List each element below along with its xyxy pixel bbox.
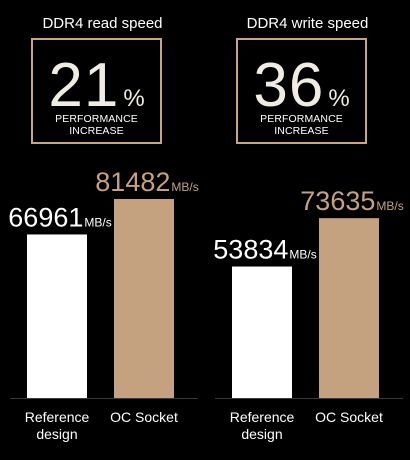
performance-label: PERFORMANCE INCREASE	[260, 113, 343, 137]
performance-unit: %	[328, 85, 350, 112]
chart-title: DDR4 write speed	[246, 15, 369, 32]
category-label: Reference design	[25, 409, 90, 442]
read-speed-panel: DDR4 read speed 21% PERFORMANCE INCREASE…	[8, 15, 198, 442]
performance-unit: %	[123, 85, 145, 112]
data-label: 81482MB/s	[95, 167, 198, 197]
performance-value: 21	[48, 51, 120, 120]
data-label: 66961MB/s	[8, 202, 111, 232]
bar	[232, 266, 292, 398]
bar	[319, 218, 379, 398]
data-value: 73635	[300, 186, 375, 216]
data-value: 81482	[95, 167, 170, 197]
data-label: 53834MB/s	[213, 235, 316, 265]
data-value: 66961	[8, 202, 83, 232]
data-unit: MB/s	[84, 215, 111, 229]
performance-label: PERFORMANCE INCREASE	[55, 113, 138, 137]
data-value: 53834	[213, 235, 288, 265]
write-speed-panel: DDR4 write speed 36% PERFORMANCE INCREAS…	[205, 0, 410, 460]
data-unit: MB/s	[171, 180, 198, 194]
data-label: 73635MB/s	[300, 186, 403, 216]
performance-box: 36% PERFORMANCE INCREASE	[236, 38, 367, 144]
performance-value: 36	[253, 51, 325, 120]
performance-box: 21% PERFORMANCE INCREASE	[31, 38, 162, 144]
category-label: OC Socket	[315, 409, 383, 425]
data-unit: MB/s	[289, 248, 316, 262]
chart-title: DDR4 read speed	[42, 15, 163, 32]
bar	[27, 234, 87, 398]
data-unit: MB/s	[376, 199, 403, 213]
bar	[114, 199, 174, 398]
category-label: OC Socket	[110, 409, 178, 425]
category-label: Reference design	[230, 409, 295, 442]
